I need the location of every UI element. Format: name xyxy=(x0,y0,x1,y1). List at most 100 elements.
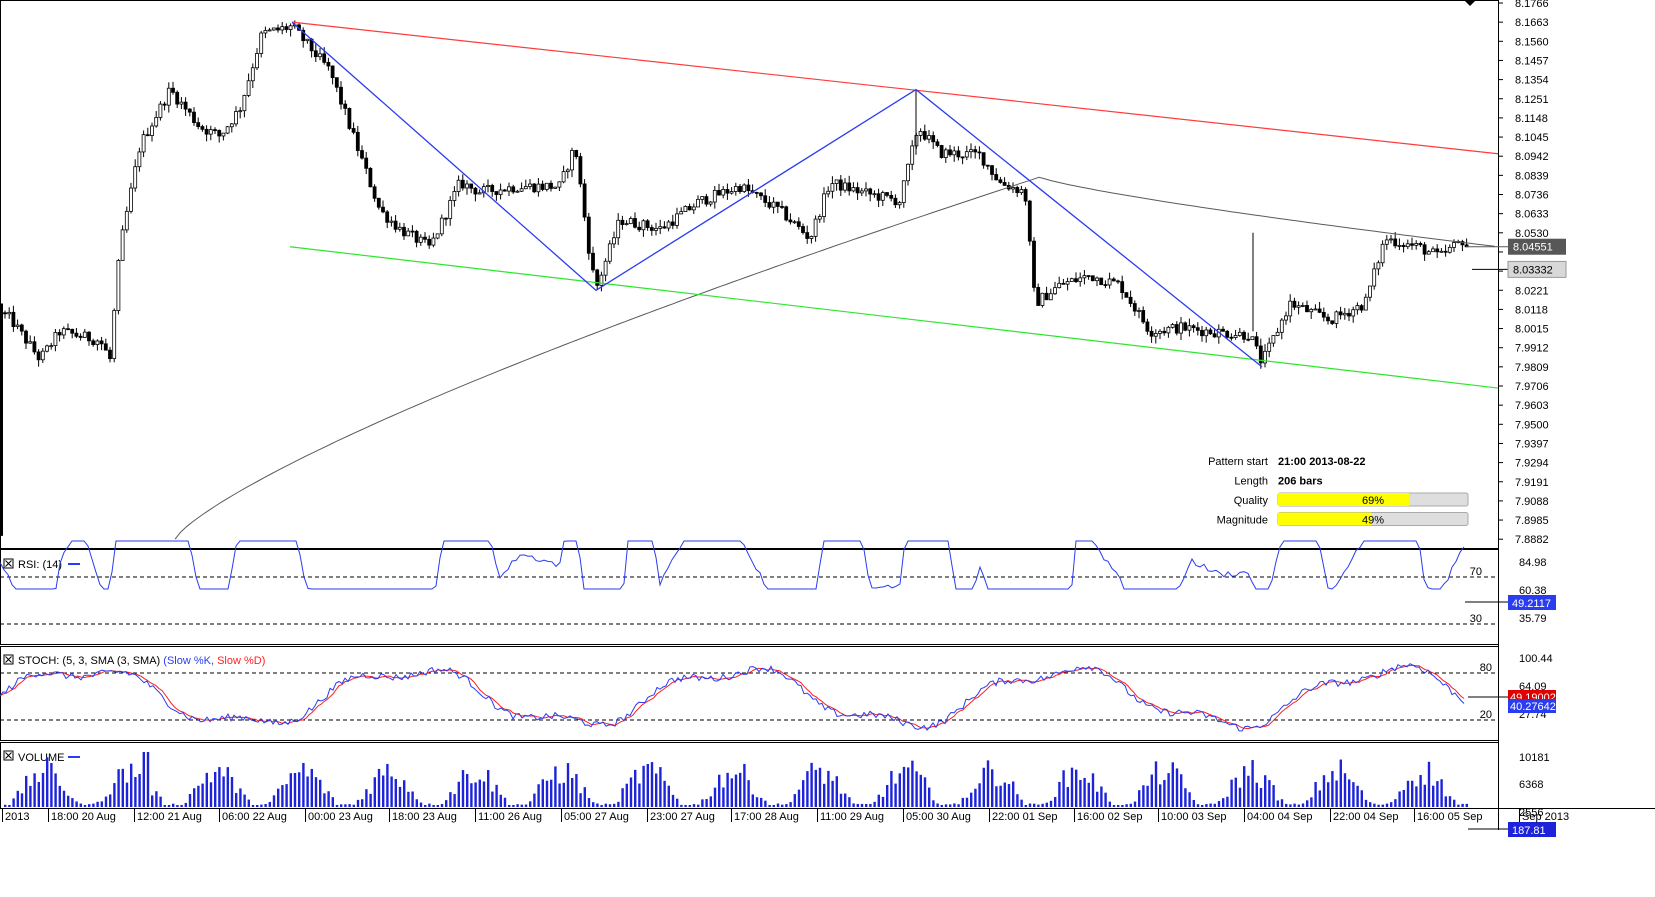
candle-body xyxy=(582,183,587,218)
candle-body xyxy=(1275,331,1280,336)
candle-body xyxy=(171,87,175,93)
candle xyxy=(826,186,831,198)
volume-bar xyxy=(302,762,305,807)
candle-body xyxy=(565,169,570,173)
volume-bar xyxy=(79,803,82,807)
volume-bar xyxy=(529,801,532,807)
candle xyxy=(1460,239,1465,252)
stoch-title-prefix: STOCH: (5, 3, SMA (3, SMA) xyxy=(18,655,163,667)
volume-bar xyxy=(999,785,1002,807)
candle-body xyxy=(1452,242,1456,248)
candle-body xyxy=(1111,278,1116,282)
candle xyxy=(1422,242,1427,261)
candle xyxy=(637,221,642,232)
candle xyxy=(150,122,154,142)
candle-body xyxy=(53,332,58,347)
volume-bar xyxy=(1159,784,1162,807)
candle-body xyxy=(704,196,709,205)
volume-bar xyxy=(533,793,536,807)
candle xyxy=(61,326,66,339)
candle-body xyxy=(267,29,272,32)
volume-bar xyxy=(814,769,817,807)
candle xyxy=(360,145,364,160)
candle-body xyxy=(1410,243,1414,246)
volume-bar xyxy=(1360,790,1363,807)
price-tick-label: 8.1560 xyxy=(1515,36,1549,48)
volume-bar xyxy=(1306,800,1309,807)
candle xyxy=(351,122,356,135)
volume-bar xyxy=(285,784,288,807)
candle xyxy=(53,328,58,352)
volume-bar xyxy=(445,800,448,807)
volume-bar xyxy=(1419,775,1422,807)
candle xyxy=(1418,241,1423,247)
candle-body xyxy=(250,67,255,82)
info-label: Quality xyxy=(1234,495,1269,507)
candle xyxy=(612,231,616,249)
candle-body xyxy=(679,211,684,215)
close-cross-icon xyxy=(5,752,12,759)
candle xyxy=(1368,285,1372,302)
candle-body xyxy=(393,220,398,230)
candle-body xyxy=(633,218,637,228)
volume-bar xyxy=(562,782,565,807)
candle xyxy=(129,182,133,214)
candle xyxy=(1326,313,1330,325)
candle-body xyxy=(1271,335,1276,344)
candle-body xyxy=(952,150,957,156)
candle-body xyxy=(1376,262,1381,270)
candle-body xyxy=(498,189,503,195)
candle xyxy=(880,190,885,207)
candle-body xyxy=(1225,330,1230,338)
volume-bar xyxy=(550,779,553,807)
volume-bar xyxy=(331,797,334,807)
volume-bar xyxy=(306,776,309,807)
price-tick-label: 8.1045 xyxy=(1515,132,1549,144)
volume-bar xyxy=(16,790,19,807)
candle-body xyxy=(1065,281,1070,285)
candle xyxy=(326,57,331,71)
candle-body xyxy=(45,345,49,352)
volume-bar xyxy=(256,805,259,807)
volume-bar xyxy=(642,765,645,807)
candle-body xyxy=(1011,187,1015,190)
candle-body xyxy=(1032,240,1036,288)
candle-body xyxy=(880,192,885,201)
candle xyxy=(540,180,545,192)
candle-body xyxy=(830,183,835,192)
volume-bar xyxy=(1238,787,1242,807)
candle xyxy=(435,233,440,240)
volume-bar xyxy=(1406,780,1410,807)
volume-bar xyxy=(1453,799,1456,807)
candle xyxy=(1410,237,1414,250)
candle-body xyxy=(729,191,734,194)
volume-bar xyxy=(600,805,603,807)
candle xyxy=(397,222,402,232)
candle-body xyxy=(1263,350,1267,364)
candle xyxy=(708,201,713,207)
candle xyxy=(418,234,423,246)
candle xyxy=(1145,318,1150,335)
candle xyxy=(691,203,696,215)
volume-bar xyxy=(1289,804,1292,807)
candle-body xyxy=(851,187,856,192)
close-cross-icon xyxy=(5,656,12,663)
candle xyxy=(1011,182,1015,194)
volume-bar xyxy=(1318,790,1321,807)
candle xyxy=(486,179,490,193)
candle-body xyxy=(1116,280,1120,283)
candle xyxy=(204,125,209,142)
candle xyxy=(1095,276,1099,287)
candle xyxy=(864,182,868,197)
rsi-level-label: 30 xyxy=(1470,613,1482,625)
current-price-label: 8.03332 xyxy=(1513,264,1553,276)
volume-bar xyxy=(1339,759,1342,807)
candle-body xyxy=(32,341,37,353)
candle xyxy=(633,212,637,229)
candle-body xyxy=(49,345,54,348)
volume-bar xyxy=(802,780,805,807)
candle xyxy=(301,27,306,48)
candle xyxy=(1174,321,1179,336)
candle-body xyxy=(515,190,520,193)
candle xyxy=(586,212,591,260)
